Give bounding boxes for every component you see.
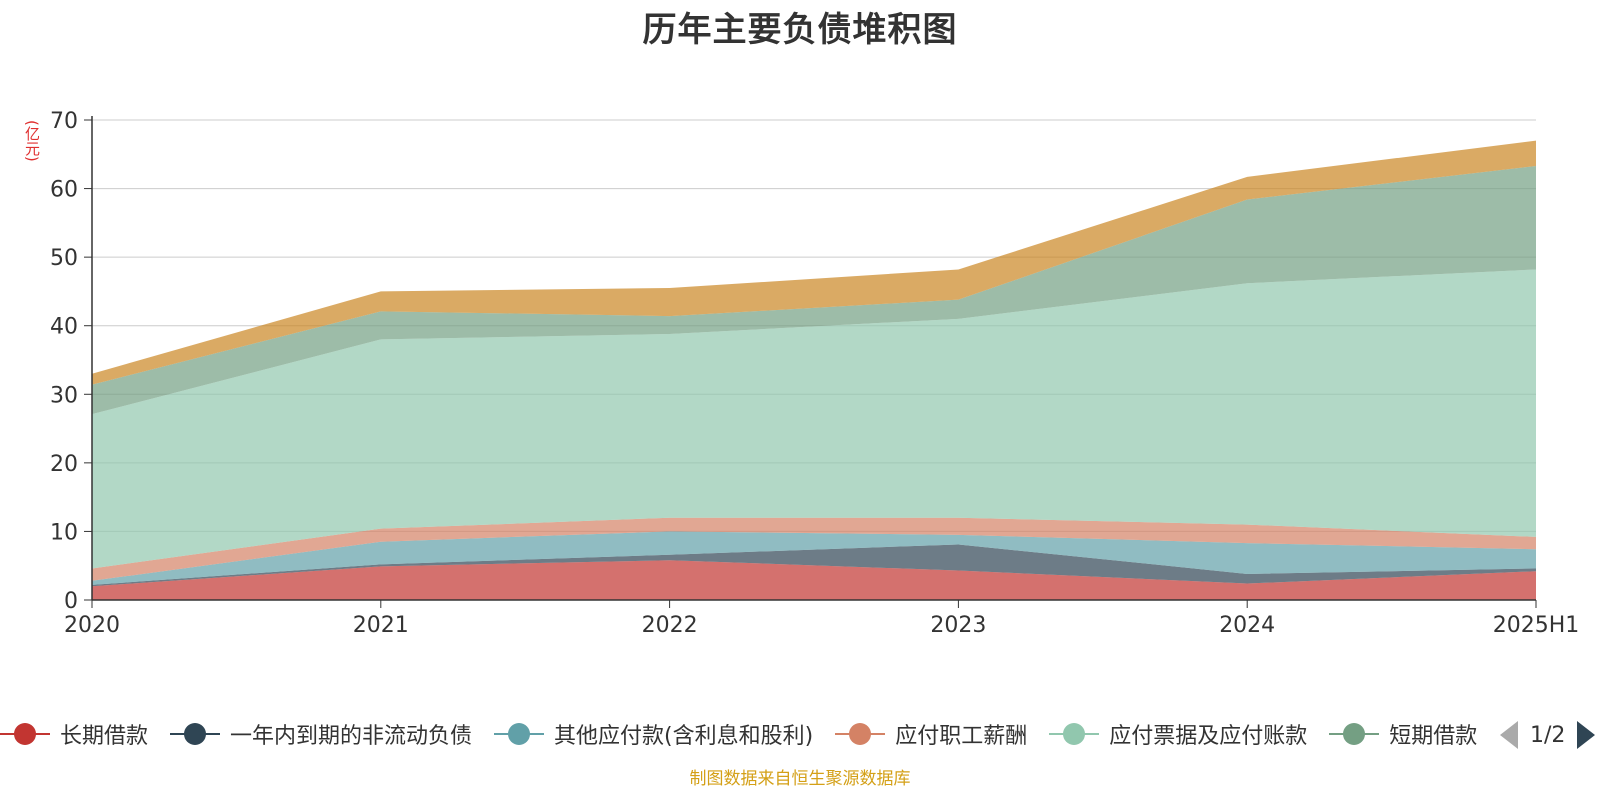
x-tick-label: 2023 [930,613,986,638]
area-series-0 [92,560,1536,600]
legend-track: 长期借款 一年内到期的非流动负债 其他应付款(含利息和股利) 应付职工薪酬 应付票据及应… [0,718,1482,750]
stacked-area-chart: 0 10 20 30 40 50 60 70 2020 2021 2022 2023 2024 2025H… [50,109,1580,638]
area-series-4 [92,269,1536,569]
area-series-3 [92,517,1536,581]
legend-marker-icon [494,722,545,746]
legend-item[interactable]: 一年内到期的非流动负债 [170,718,472,750]
y-tick-label: 0 [64,589,78,614]
legend-marker-icon [0,722,50,746]
legend-item-label: 长期借款 [60,724,149,749]
legend-prev-page-icon[interactable] [1500,721,1518,749]
area-series-6 [92,140,1536,385]
x-tick-label: 2021 [353,613,409,638]
legend-item[interactable]: 长期借款 [0,718,148,750]
legend-marker-icon [170,722,221,746]
legend-item[interactable]: 短期借款 [1329,718,1477,750]
legend-marker-icon [1049,722,1100,746]
legend-marker-icon [835,722,886,746]
y-tick-label: 60 [50,178,78,203]
legend-page-info: 1/2 [1530,722,1566,748]
chart-title: 历年主要负债堆积图 [642,10,958,50]
area-series-1 [92,544,1536,587]
y-tick-label: 30 [50,383,78,408]
x-tick-label: 2024 [1219,613,1275,638]
y-tick-label: 40 [50,315,78,340]
y-tick-label: 20 [50,452,78,477]
legend-marker-icon [1329,722,1380,746]
legend-item-label: 应付职工薪酬 [895,724,1028,749]
legend-item-label: 短期借款 [1389,724,1478,749]
x-tick-label: 2022 [642,613,698,638]
y-tick-label: 10 [50,520,78,545]
y-tick-label: 50 [50,246,78,271]
legend-item-label: 应付票据及应付账款 [1109,724,1308,749]
y-axis-unit-label: (亿元) [23,120,41,162]
legend: 长期借款 一年内到期的非流动负债 其他应付款(含利息和股利) 应付职工薪酬 应付票据及应… [0,718,1600,752]
x-tick-label: 2020 [64,613,120,638]
x-tick-label: 2025H1 [1493,613,1580,638]
legend-pager: 1/2 [1500,718,1596,752]
area-series-2 [92,531,1536,585]
legend-item[interactable]: 应付职工薪酬 [835,718,1027,750]
legend-item[interactable]: 其他应付款(含利息和股利) [494,718,813,750]
data-source-note: 制图数据来自恒生聚源数据库 [689,769,911,789]
y-tick-label: 70 [50,109,78,134]
legend-next-page-icon[interactable] [1577,721,1596,749]
area-series-5 [92,165,1536,415]
legend-item[interactable]: 应付票据及应付账款 [1049,718,1307,750]
legend-item-label: 一年内到期的非流动负债 [230,724,473,749]
legend-item-label: 其他应付款(含利息和股利) [554,724,814,749]
legend-viewport: 长期借款 一年内到期的非流动负债 其他应付款(含利息和股利) 应付职工薪酬 应付票据及应… [0,718,1482,752]
